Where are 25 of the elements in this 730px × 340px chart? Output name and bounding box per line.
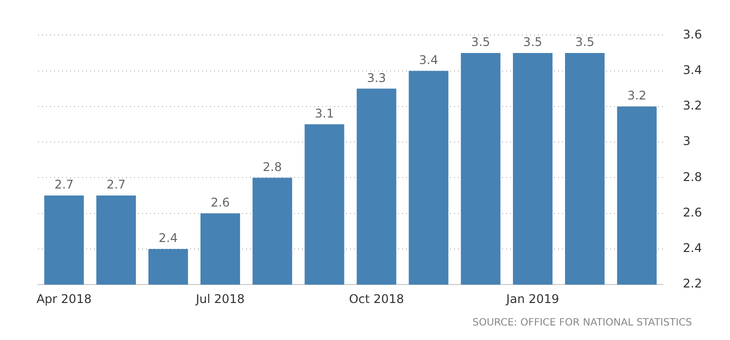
y-tick-label: 3.2 (682, 98, 702, 113)
data-label: 3.5 (523, 35, 542, 50)
data-label: 3.5 (471, 35, 490, 50)
source-note: SOURCE: OFFICE FOR NATIONAL STATISTICS (472, 318, 692, 329)
y-tick-label: 2.8 (682, 170, 702, 184)
x-tick-label: Jan 2019 (505, 292, 560, 306)
data-label: 3.4 (419, 52, 438, 67)
data-label: 2.8 (262, 160, 282, 174)
data-label: 3.3 (366, 70, 386, 85)
data-label: 3.1 (314, 106, 334, 120)
x-tick-label: Oct 2018 (348, 292, 404, 306)
x-tick-label: Apr 2018 (36, 292, 92, 306)
y-tick-label: 3 (682, 134, 691, 148)
data-label: 2.7 (106, 178, 126, 192)
x-tick-label: Jul 2018 (194, 292, 245, 306)
data-label: 2.4 (158, 231, 178, 246)
data-label: 3.2 (627, 88, 646, 103)
y-tick-label: 3.4 (682, 62, 702, 77)
data-label: 3.5 (575, 35, 594, 50)
y-tick-label: 2.4 (682, 241, 702, 256)
y-tick-label: 2.2 (682, 276, 702, 291)
data-label: 2.6 (210, 195, 230, 210)
data-label: 2.7 (54, 178, 74, 192)
y-tick-label: 2.6 (682, 205, 702, 220)
y-tick-label: 3.6 (682, 27, 702, 42)
